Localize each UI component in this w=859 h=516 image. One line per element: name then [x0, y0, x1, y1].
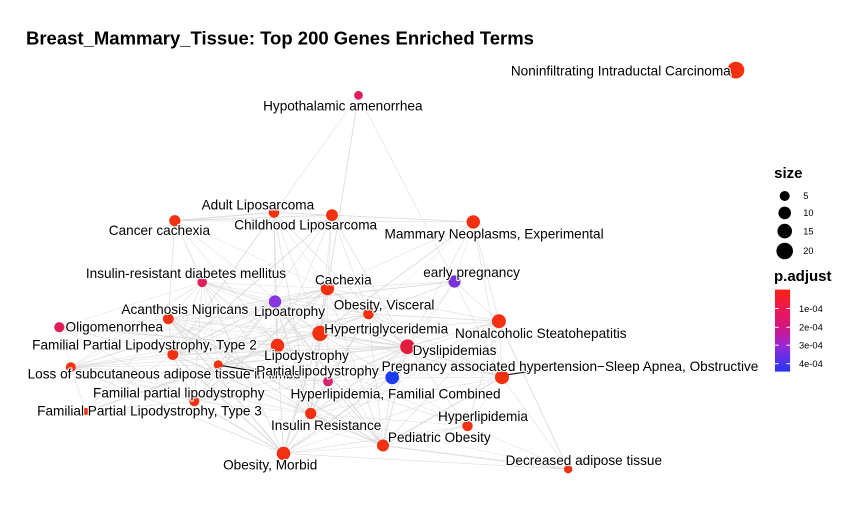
svg-text:size: size — [774, 165, 802, 182]
svg-text:Familial Partial Lipodystrophy: Familial Partial Lipodystrophy, Type 2 — [32, 337, 257, 352]
svg-text:2e-04: 2e-04 — [799, 323, 823, 333]
svg-text:Pregnancy associated hypertens: Pregnancy associated hypertension−Sleep … — [382, 359, 759, 374]
svg-text:Familial Partial Lipodystrophy: Familial Partial Lipodystrophy, Type 3 — [37, 403, 262, 418]
svg-text:Oligomenorrhea: Oligomenorrhea — [66, 319, 164, 334]
svg-text:Familial partial lipodystrophy: Familial partial lipodystrophy — [93, 385, 265, 400]
svg-text:Noninfiltrating Intraductal Ca: Noninfiltrating Intraductal Carcinoma — [511, 63, 731, 78]
svg-text:Dyslipidemias: Dyslipidemias — [413, 343, 497, 358]
svg-text:Acanthosis Nigricans: Acanthosis Nigricans — [121, 302, 248, 317]
svg-text:Obesity, Morbid: Obesity, Morbid — [223, 457, 317, 472]
svg-text:Cachexia: Cachexia — [315, 272, 372, 287]
svg-text:Lipodystrophy: Lipodystrophy — [264, 348, 349, 363]
svg-text:Pediatric Obesity: Pediatric Obesity — [388, 430, 491, 445]
svg-text:Obesity, Visceral: Obesity, Visceral — [334, 298, 435, 313]
svg-text:Loss of subcutaneous adipose t: Loss of subcutaneous adipose tissue in l… — [28, 366, 301, 381]
svg-text:5: 5 — [803, 191, 808, 201]
svg-text:Hyperlipidemia: Hyperlipidemia — [438, 409, 528, 424]
svg-text:1e-04: 1e-04 — [799, 304, 823, 314]
svg-text:Cancer cachexia: Cancer cachexia — [109, 223, 211, 238]
svg-text:early pregnancy: early pregnancy — [423, 265, 520, 280]
svg-text:Insulin-resistant diabetes mel: Insulin-resistant diabetes mellitus — [86, 266, 286, 281]
svg-text:Insulin Resistance: Insulin Resistance — [271, 418, 381, 433]
svg-text:Nonalcoholic Steatohepatitis: Nonalcoholic Steatohepatitis — [455, 326, 627, 341]
svg-text:4e-04: 4e-04 — [799, 359, 823, 369]
svg-text:Adult Liposarcoma: Adult Liposarcoma — [202, 198, 315, 213]
svg-text:Childhood Liposarcoma: Childhood Liposarcoma — [234, 218, 377, 233]
svg-text:20: 20 — [803, 246, 813, 256]
svg-text:Lipoatrophy: Lipoatrophy — [254, 304, 325, 319]
svg-text:Hyperlipidemia, Familial Combi: Hyperlipidemia, Familial Combined — [290, 386, 500, 401]
svg-text:Decreased adipose tissue: Decreased adipose tissue — [506, 453, 662, 468]
svg-text:p.adjust: p.adjust — [774, 268, 832, 285]
svg-text:Partial lipodystrophy: Partial lipodystrophy — [256, 363, 379, 378]
svg-text:10: 10 — [803, 208, 813, 218]
svg-text:15: 15 — [803, 226, 813, 236]
svg-text:Hypertriglyceridemia: Hypertriglyceridemia — [324, 322, 448, 337]
svg-text:3e-04: 3e-04 — [799, 341, 823, 351]
svg-text:Hypothalamic amenorrhea: Hypothalamic amenorrhea — [263, 98, 423, 113]
svg-text:Mammary Neoplasms, Experimenta: Mammary Neoplasms, Experimental — [385, 227, 604, 242]
svg-text:Breast_Mammary_Tissue: Top 200: Breast_Mammary_Tissue: Top 200 Genes Enr… — [26, 28, 534, 49]
